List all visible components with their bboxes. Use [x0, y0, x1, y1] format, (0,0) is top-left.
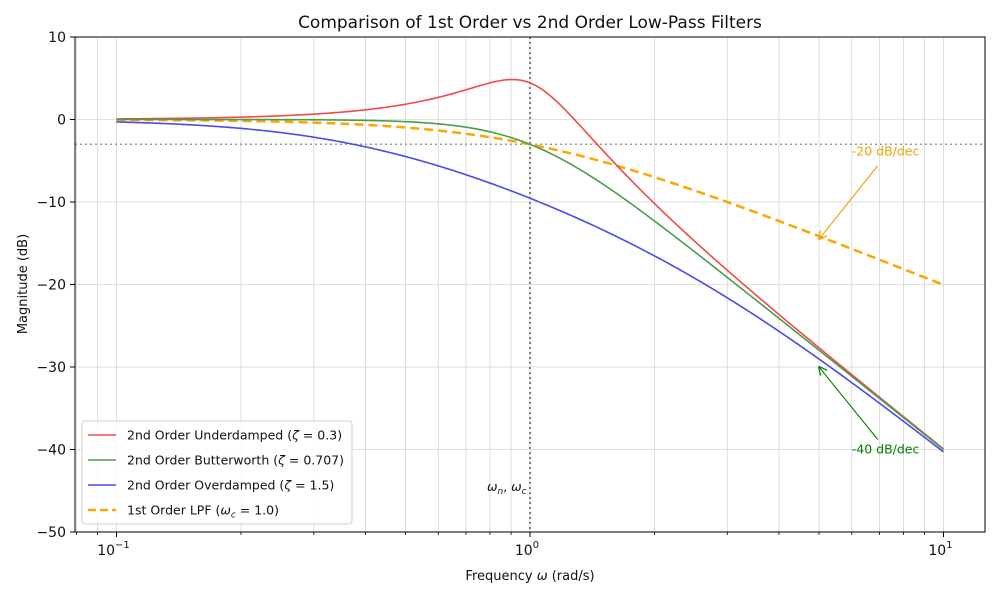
series-line [116, 78, 945, 450]
y-tick-label: −20 [36, 278, 66, 294]
y-tick-label: −50 [36, 525, 66, 541]
y-tick-label: −10 [36, 195, 66, 211]
legend-label: 2nd Order Butterworth (ζ = 0.707) [127, 453, 344, 468]
series-line [116, 118, 944, 451]
y-axis-label: Magnitude (dB) [16, 234, 31, 334]
legend-label: 2nd Order Overdamped (ζ = 1.5) [127, 478, 334, 493]
x-tick-label: 10−1 [97, 540, 130, 559]
natural-frequency-label: ωn, ωc [487, 479, 527, 497]
x-tick-label: 101 [928, 540, 952, 559]
y-tick-label: 10 [48, 30, 66, 46]
legend-label: 2nd Order Underdamped (ζ = 0.3) [127, 428, 342, 443]
annotation-40db: -40 dB/dec [819, 367, 920, 457]
svg-text:-40 dB/dec: -40 dB/dec [852, 442, 920, 457]
legend-label: 1st Order LPF (ωc = 1.0) [127, 503, 279, 521]
x-tick-label: 100 [515, 540, 539, 559]
chart-title: Comparison of 1st Order vs 2nd Order Low… [298, 13, 762, 33]
x-axis-label: Frequency ω (rad/s) [465, 569, 594, 584]
legend: 2nd Order Underdamped (ζ = 0.3) 2nd Order… [81, 420, 353, 525]
series-line [116, 121, 944, 453]
y-tick-label: 0 [57, 113, 66, 129]
svg-text:-20 dB/dec: -20 dB/dec [852, 144, 920, 159]
data-series [116, 78, 945, 453]
y-tick-label: −40 [36, 443, 66, 459]
annotation-20db: -20 dB/dec [819, 144, 920, 240]
y-tick-label: −30 [36, 360, 66, 376]
